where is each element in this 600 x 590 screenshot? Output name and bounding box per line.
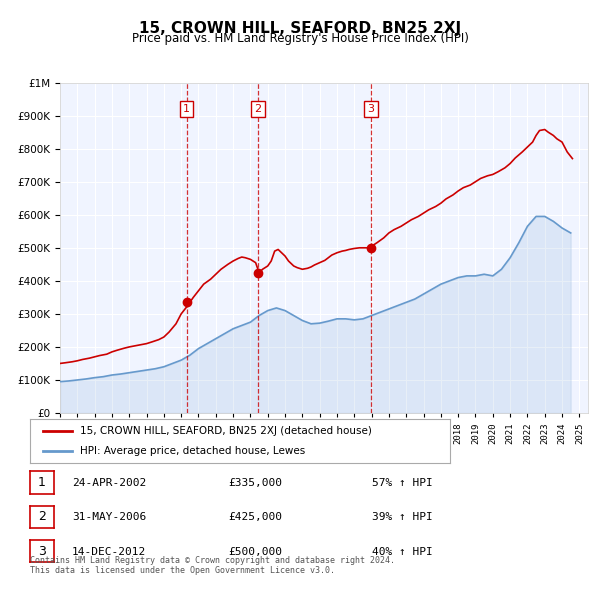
Text: Contains HM Land Registry data © Crown copyright and database right 2024.
This d: Contains HM Land Registry data © Crown c…	[30, 556, 395, 575]
Text: 1: 1	[183, 104, 190, 114]
Text: HPI: Average price, detached house, Lewes: HPI: Average price, detached house, Lewe…	[80, 446, 305, 455]
Text: 24-APR-2002: 24-APR-2002	[72, 478, 146, 488]
Text: 14-DEC-2012: 14-DEC-2012	[72, 547, 146, 556]
Text: 15, CROWN HILL, SEAFORD, BN25 2XJ (detached house): 15, CROWN HILL, SEAFORD, BN25 2XJ (detac…	[80, 427, 372, 436]
Text: £335,000: £335,000	[228, 478, 282, 488]
Text: 31-MAY-2006: 31-MAY-2006	[72, 513, 146, 522]
Text: 3: 3	[367, 104, 374, 114]
Text: 2: 2	[38, 510, 46, 523]
Text: 1: 1	[38, 476, 46, 489]
Text: £500,000: £500,000	[228, 547, 282, 556]
Text: £425,000: £425,000	[228, 513, 282, 522]
Text: Price paid vs. HM Land Registry's House Price Index (HPI): Price paid vs. HM Land Registry's House …	[131, 32, 469, 45]
Text: 15, CROWN HILL, SEAFORD, BN25 2XJ: 15, CROWN HILL, SEAFORD, BN25 2XJ	[139, 21, 461, 35]
Text: 40% ↑ HPI: 40% ↑ HPI	[372, 547, 433, 556]
Text: 3: 3	[38, 545, 46, 558]
Text: 2: 2	[254, 104, 261, 114]
Text: 39% ↑ HPI: 39% ↑ HPI	[372, 513, 433, 522]
Text: 57% ↑ HPI: 57% ↑ HPI	[372, 478, 433, 488]
